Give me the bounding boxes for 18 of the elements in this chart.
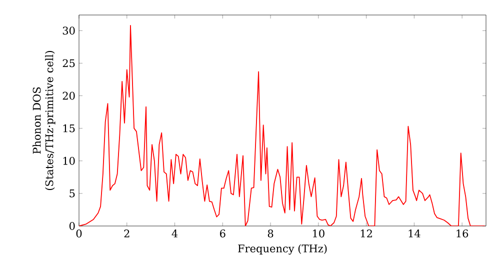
x-axis-title: Frequency (THz): [238, 244, 327, 255]
y-tick-label: 0: [69, 222, 75, 230]
y-tick-label: 30: [62, 26, 75, 35]
x-tick-label: 16: [456, 230, 468, 238]
y-tick-label: 20: [62, 92, 75, 100]
y-tick-label: 25: [62, 59, 75, 68]
x-tick-label: 6: [220, 230, 226, 238]
x-tick-label: 14: [408, 230, 420, 238]
x-tick-label: 10: [313, 230, 324, 238]
x-tick-label: 12: [360, 230, 372, 238]
y-tick-label: 5: [70, 190, 75, 198]
x-tick-label: 8: [268, 230, 274, 238]
y-tick-label: 15: [63, 124, 75, 132]
y-tick-label: 10: [63, 156, 75, 165]
x-tick-label: 0: [76, 230, 82, 238]
x-tick-label: 2: [124, 230, 130, 238]
y-axis-title: Phonon DOS (States/THz·primitive cell): [32, 50, 56, 190]
x-tick-label: 4: [172, 230, 178, 238]
